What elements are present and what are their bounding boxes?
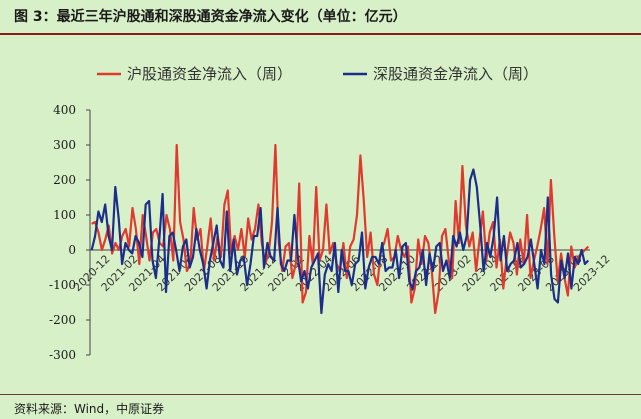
y-tick-label: 300 (53, 138, 76, 152)
legend-label: 沪股通资金净流入（周） (127, 65, 292, 83)
y-tick-label: -100 (49, 278, 76, 292)
y-tick-label: 400 (53, 103, 76, 117)
line-chart: -300-200-10001002003004002020-122021-022… (49, 65, 613, 362)
bottom-rule (0, 394, 641, 395)
series-line-shenzhen (90, 168, 590, 315)
y-tick-label: -300 (49, 348, 76, 362)
title-rule (0, 33, 641, 35)
y-tick-label: -200 (49, 313, 76, 327)
y-tick-label: 200 (53, 173, 76, 187)
y-tick-label: 100 (53, 208, 76, 222)
legend-label: 深股通资金净流入（周） (373, 65, 538, 83)
y-tick-label: 0 (68, 243, 76, 257)
figure-title: 图 3：最近三年沪股通和深股通资金净流入变化（单位：亿元） (14, 9, 407, 25)
source-note: 资料来源：Wind，中原证券 (14, 402, 165, 416)
